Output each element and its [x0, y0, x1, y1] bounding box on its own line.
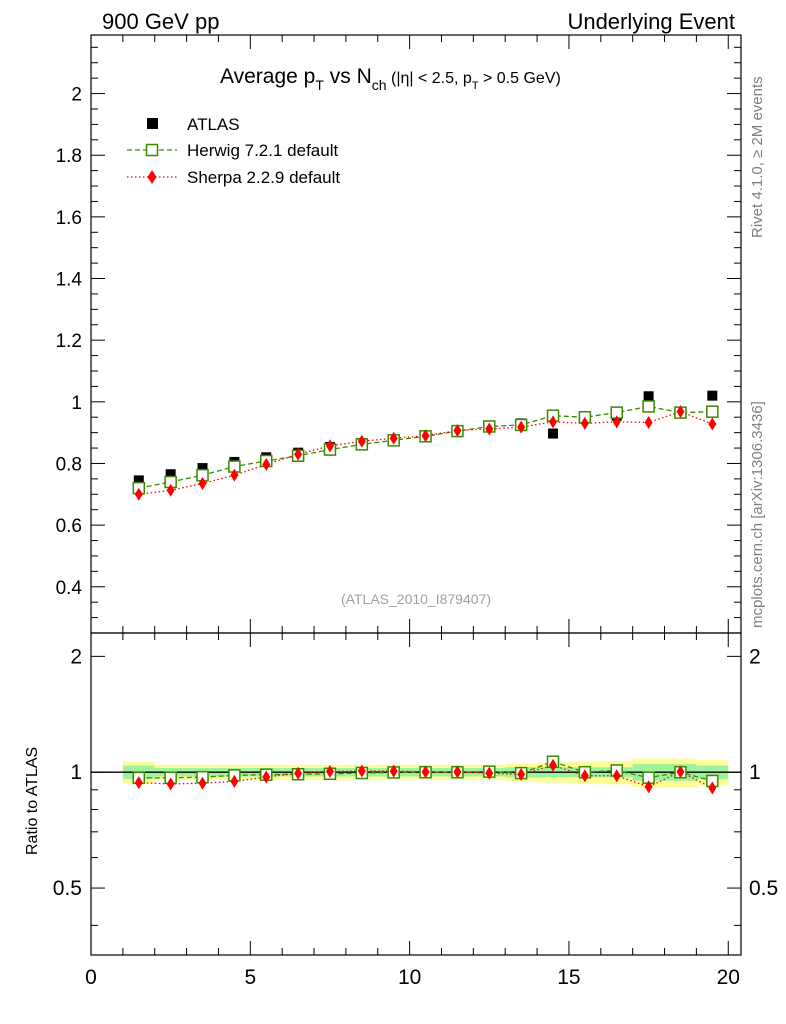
ratio-y-tick-label-left: 0.5: [53, 877, 82, 900]
point-diamond-9: [421, 429, 430, 443]
point-diamond-5: [294, 447, 303, 461]
ratio-ylabel: Ratio to ATLAS: [24, 747, 41, 855]
title-cond2: > 0.5 GeV): [479, 70, 561, 87]
point-diamond-6: [325, 439, 334, 453]
header-right: Underlying Event: [567, 9, 735, 34]
ratio-point-diamond-11: [485, 766, 494, 780]
ratio-point-diamond-4: [262, 770, 271, 784]
rivet-label: Rivet 4.1.0, ≥ 2M events: [749, 76, 766, 238]
ratio-point-diamond-0: [134, 776, 143, 790]
main-y-tick-label: 0.6: [56, 516, 82, 537]
main-y-tick-label: 0.8: [56, 454, 82, 475]
main-series: [132, 390, 719, 501]
legend: ATLAS Herwig 7.2.1 default Sherpa 2.2.9 …: [127, 115, 340, 187]
title-mid-sub: ch: [372, 77, 387, 93]
point-diamond-10: [453, 423, 462, 437]
series-line-2: [138, 410, 713, 495]
x-tick-label: 20: [717, 966, 740, 989]
header-left: 900 GeV pp: [102, 9, 219, 34]
ratio-point-diamond-5: [294, 766, 303, 780]
ratio-point-diamond-13: [549, 758, 558, 772]
axis-tick-labels: 0 5 10 15 20 0.4 0.6 0.8 1 1.2 1.4 1.6 1.8 2 0.5 0.5 1 1 2…: [53, 85, 778, 989]
ratio-point-diamond-16: [644, 780, 653, 794]
x-tick-label: 15: [557, 966, 580, 989]
point-square-2: [197, 463, 208, 474]
ratio-point-diamond-12: [517, 767, 526, 781]
title-main: Average p: [220, 65, 315, 88]
legend-herwig-label: Herwig 7.2.1 default: [187, 141, 338, 160]
point-diamond-15: [612, 415, 621, 429]
ratio-point-diamond-1: [166, 777, 175, 791]
ratio-y-tick-label-right: 1: [749, 761, 761, 784]
point-diamond-18: [708, 417, 717, 431]
ratio-point-diamond-14: [580, 769, 589, 783]
x-tick-label: 10: [398, 966, 421, 989]
ratio-point-diamond-7: [357, 764, 366, 778]
legend-herwig-marker: [145, 143, 159, 157]
point-open-square-18: [706, 405, 719, 418]
main-y-tick-label: 0.4: [56, 578, 83, 599]
ratio-y-tick-label-right: 0.5: [749, 877, 778, 900]
point-diamond-7: [357, 434, 366, 448]
ratio-point-diamond-15: [612, 769, 621, 783]
point-diamond-11: [485, 422, 494, 436]
main-y-tick-label: 1.2: [56, 331, 82, 352]
point-square-16: [643, 391, 654, 402]
point-diamond-16: [644, 415, 653, 429]
chart-title: Average pT vs Nch (|η| < 2.5, pT > 0.5 G…: [220, 65, 561, 93]
point-square-13: [548, 428, 559, 439]
point-diamond-3: [230, 468, 239, 482]
ratio-point-diamond-18: [708, 781, 717, 795]
title-main-sub: T: [315, 77, 324, 93]
ratio-point-diamond-10: [453, 765, 462, 779]
ratio-point-diamond-3: [230, 774, 239, 788]
point-square-1: [165, 469, 176, 480]
point-diamond-8: [389, 431, 398, 445]
legend-sherpa-marker: [147, 170, 157, 184]
legend-atlas-marker: [147, 118, 158, 129]
title-cond1: (|η| < 2.5, p: [387, 70, 472, 87]
main-y-tick-label: 1.4: [56, 270, 83, 291]
point-square-0: [133, 475, 144, 486]
point-diamond-12: [517, 420, 526, 434]
ratio-series: [132, 755, 719, 795]
series-line-1: [138, 405, 713, 489]
ratio-point-diamond-17: [676, 765, 685, 779]
main-y-tick-label: 1.8: [56, 146, 82, 167]
ratio-panel-frame: [90, 632, 742, 956]
x-tick-label: 5: [244, 966, 256, 989]
point-diamond-17: [676, 405, 685, 419]
main-y-tick-label: 1.6: [56, 208, 82, 229]
mcplots-label: mcplots.cern.ch [arXiv:1306.3436]: [749, 401, 766, 628]
point-diamond-14: [580, 416, 589, 430]
point-diamond-1: [166, 483, 175, 497]
x-tick-label: 0: [85, 966, 97, 989]
ratio-point-diamond-6: [325, 764, 334, 778]
main-y-tick-label: 1: [71, 393, 82, 414]
main-y-tick-label: 2: [71, 85, 82, 106]
point-diamond-2: [198, 477, 207, 490]
analysis-watermark: (ATLAS_2010_I879407): [341, 591, 491, 607]
point-diamond-0: [134, 487, 143, 501]
ratio-point-diamond-9: [421, 765, 430, 779]
title-mid: vs N: [324, 65, 372, 88]
point-square-18: [707, 390, 718, 401]
axis-ticks: [90, 35, 741, 955]
ratio-y-tick-label-right: 2: [749, 645, 761, 668]
point-open-square-16: [642, 400, 655, 413]
point-diamond-13: [549, 415, 558, 429]
ratio-point-diamond-8: [389, 764, 398, 778]
ratio-y-tick-label-left: 2: [70, 645, 82, 668]
point-diamond-4: [262, 457, 271, 471]
ratio-point-diamond-2: [198, 776, 207, 790]
legend-sherpa-label: Sherpa 2.2.9 default: [187, 168, 340, 187]
ratio-y-tick-label-left: 1: [70, 761, 82, 784]
legend-atlas-label: ATLAS: [187, 115, 240, 134]
title-cond-sub: T: [472, 80, 479, 92]
